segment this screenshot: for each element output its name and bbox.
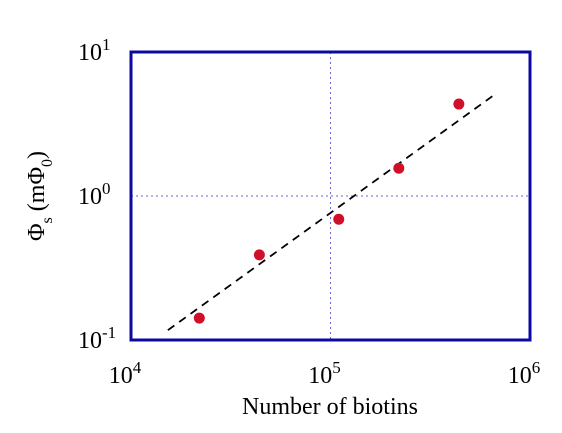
point <box>193 312 205 324</box>
y-tick-exp: 0 <box>102 179 111 198</box>
x-axis-title: Number of biotins <box>242 394 418 420</box>
y-title-part: Φ <box>24 223 50 241</box>
y-title-subscript: 0 <box>39 159 56 167</box>
y-tick-exp: -1 <box>102 323 116 342</box>
y-tick-label: 10-1 <box>78 323 116 354</box>
y-title-subscript: s <box>39 217 56 223</box>
point <box>253 249 265 261</box>
x-tick-exp: 6 <box>532 358 541 377</box>
x-tick-base: 10 <box>308 363 332 389</box>
x-tick-base: 10 <box>109 363 133 389</box>
plot-frame <box>129 50 532 342</box>
point <box>333 213 345 225</box>
y-axis-title: Φs (mΦ0) <box>24 151 56 241</box>
y-tick-base: 10 <box>78 40 102 66</box>
y-tick-label: 101 <box>78 35 111 66</box>
x-tick-exp: 5 <box>332 358 341 377</box>
point <box>453 98 465 110</box>
fit-line <box>167 95 494 331</box>
y-tick-label: 100 <box>78 179 111 210</box>
y-tick-base: 10 <box>78 328 102 354</box>
y-tick-base: 10 <box>78 184 102 210</box>
y-title-part: (mΦ <box>24 167 50 217</box>
x-tick-exp: 4 <box>133 358 142 377</box>
x-tick-label: 104 <box>109 358 142 389</box>
x-tick-base: 10 <box>508 363 532 389</box>
x-tick-label: 106 <box>508 358 541 389</box>
x-tick-label: 105 <box>308 358 341 389</box>
y-title-part: ) <box>24 151 50 159</box>
y-tick-exp: 1 <box>102 35 111 54</box>
point <box>393 162 405 174</box>
